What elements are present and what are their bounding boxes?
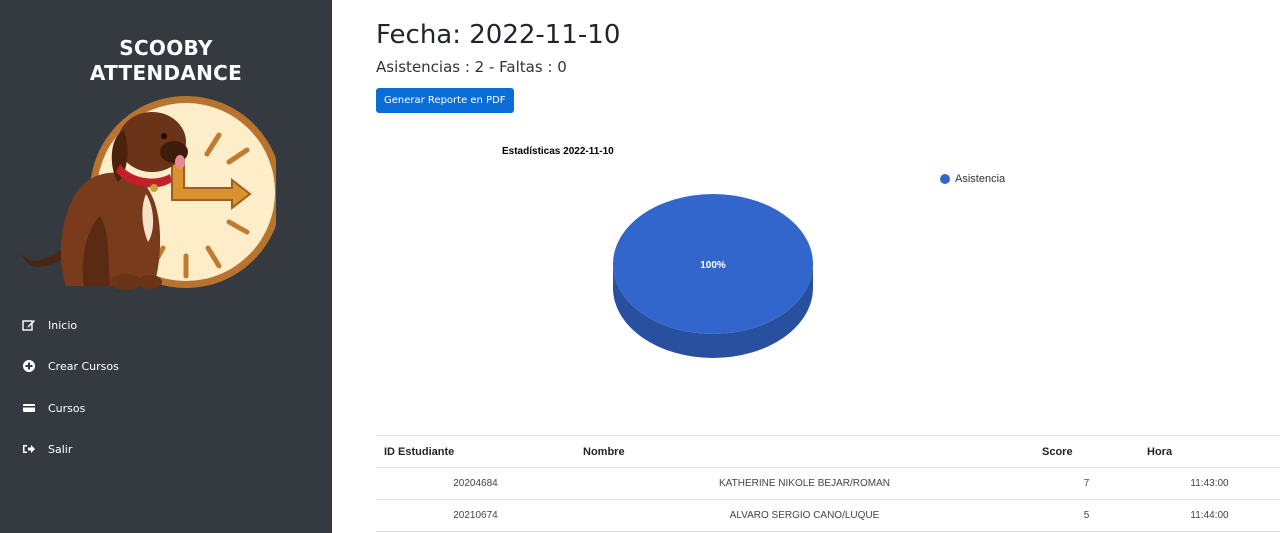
sidebar-item-label: Salir	[48, 442, 73, 456]
sidebar: SCOOBY ATTENDANCE	[0, 0, 332, 533]
sidebar-item-crear-cursos[interactable]: Crear Cursos	[22, 354, 282, 378]
sidebar-item-label: Inicio	[48, 318, 78, 332]
plus-circle-icon	[23, 360, 35, 372]
cell-id: 20210674	[376, 499, 575, 532]
card-icon	[23, 404, 35, 412]
main-content: Fecha: 2022-11-10 Asistencias : 2 - Falt…	[332, 0, 1280, 533]
table-row: 20210674 ALVARO SERGIO CANO/LUQUE 5 11:4…	[376, 499, 1280, 532]
attendance-chart: Estadísticas 2022-11-10 100% Asistencia	[332, 130, 1280, 430]
cell-id: 20204684	[376, 467, 575, 500]
generate-pdf-button[interactable]: Generar Reporte en PDF	[376, 88, 514, 113]
brand-line-2: ATTENDANCE	[89, 61, 243, 85]
chart-legend: Asistencia	[940, 173, 1005, 185]
cell-hora: 11:43:00	[1139, 467, 1280, 500]
pie-slice-side	[613, 264, 813, 358]
column-header-score: Score	[1034, 435, 1139, 468]
sidebar-item-label: Cursos	[48, 401, 86, 415]
cell-score: 5	[1034, 499, 1139, 532]
page-title: Fecha: 2022-11-10	[376, 20, 621, 50]
app-brand: SCOOBY ATTENDANCE	[0, 36, 332, 86]
column-header-name: Nombre	[575, 435, 1034, 468]
column-header-id: ID Estudiante	[376, 435, 575, 468]
attendance-table: ID Estudiante Nombre Score Hora 20204684…	[376, 435, 1280, 532]
sign-out-icon	[23, 445, 35, 453]
brand-line-1: SCOOBY	[119, 36, 213, 60]
table-header-row: ID Estudiante Nombre Score Hora	[376, 435, 1280, 468]
table-row: 20204684 KATHERINE NIKOLE BEJAR/ROMAN 7 …	[376, 467, 1280, 500]
pie-slice	[613, 194, 813, 334]
sidebar-item-cursos[interactable]: Cursos	[22, 396, 282, 420]
attendance-summary: Asistencias : 2 - Faltas : 0	[376, 58, 567, 76]
cell-name: ALVARO SERGIO CANO/LUQUE	[575, 499, 1034, 532]
sidebar-item-inicio[interactable]: Inicio	[22, 313, 282, 337]
legend-swatch	[940, 174, 950, 184]
pie-slice-label: 100%	[700, 260, 726, 271]
pie-chart-canvas: 100%	[613, 194, 813, 358]
cell-name: KATHERINE NIKOLE BEJAR/ROMAN	[575, 467, 1034, 500]
edit-icon	[22, 320, 35, 331]
dog-clock-logo	[20, 96, 276, 290]
sidebar-item-label: Crear Cursos	[48, 359, 119, 373]
cell-score: 7	[1034, 467, 1139, 500]
chart-title: Estadísticas 2022-11-10	[502, 146, 614, 157]
column-header-hora: Hora	[1139, 435, 1280, 468]
legend-item-label: Asistencia	[955, 173, 1006, 185]
sidebar-item-salir[interactable]: Salir	[22, 437, 282, 461]
cell-hora: 11:44:00	[1139, 499, 1280, 532]
